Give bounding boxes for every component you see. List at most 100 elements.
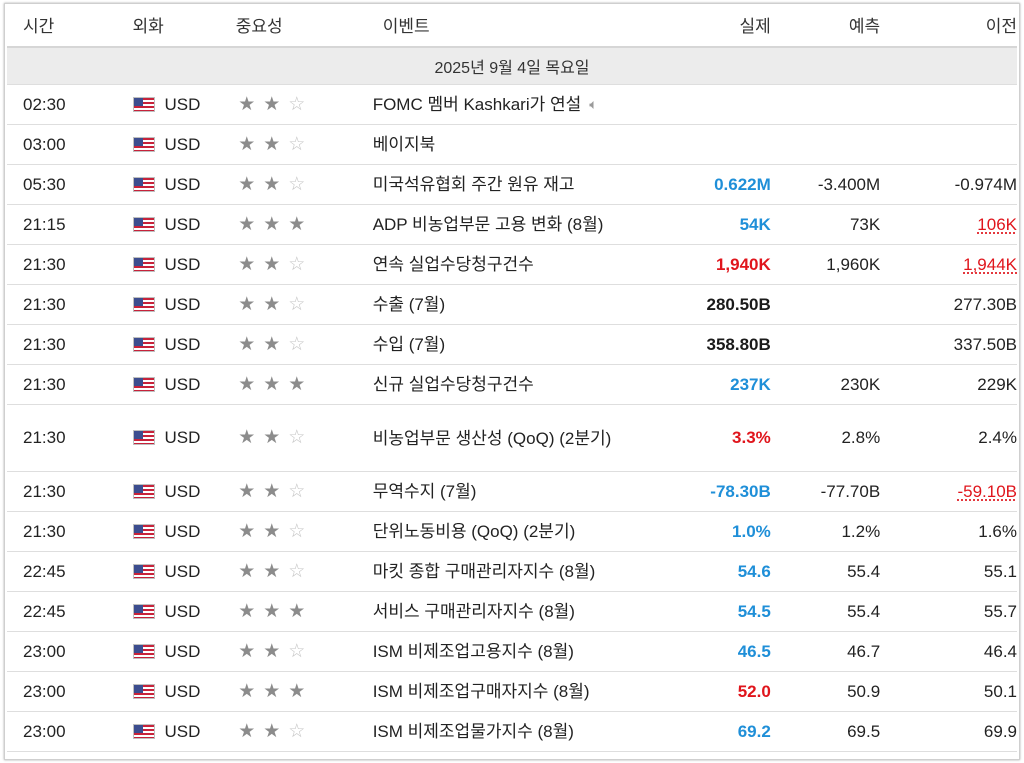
star-icon: ★ bbox=[238, 213, 256, 235]
event-row[interactable]: 23:00 USD ★ ★ ☆ ISM 비제조업물가지수 (8월) 69.2 69.5 69.9 bbox=[7, 711, 1017, 752]
star-icon: ★ bbox=[288, 600, 306, 622]
star-icon: ☆ bbox=[288, 293, 306, 315]
event-forecast: 50.9 bbox=[770, 671, 881, 712]
header-currency[interactable]: 외화 bbox=[118, 3, 224, 48]
event-forecast bbox=[770, 84, 881, 125]
event-name-link[interactable]: 미국석유협회 주간 원유 재고 bbox=[372, 175, 575, 194]
event-currency-cell: USD bbox=[118, 591, 224, 632]
event-name-link[interactable]: 무역수지 (7월) bbox=[372, 482, 477, 501]
event-previous: -0.974M bbox=[954, 174, 1017, 194]
event-name-cell: 마킷 종합 구매관리자지수 (8월) bbox=[364, 551, 660, 592]
event-previous-cell bbox=[880, 124, 1017, 165]
event-importance: ★ ★ ☆ bbox=[223, 711, 365, 752]
event-forecast: 55.4 bbox=[770, 591, 881, 632]
event-actual bbox=[659, 124, 771, 165]
event-name-link[interactable]: ISM 비제조업고용지수 (8월) bbox=[372, 642, 574, 661]
star-icon: ★ bbox=[263, 293, 281, 315]
star-icon: ★ bbox=[288, 373, 306, 395]
event-row[interactable]: 23:00 USD ★ ★ ☆ ISM 비제조업고용지수 (8월) 46.5 46.7 46.4 bbox=[7, 631, 1017, 672]
us-flag-icon bbox=[132, 336, 155, 352]
event-name-link[interactable]: 단위노동비용 (QoQ) (2분기) bbox=[372, 522, 576, 541]
event-name-link[interactable]: 수출 (7월) bbox=[372, 295, 446, 314]
event-row[interactable]: 21:30 USD ★ ★ ☆ 비농업부문 생산성 (QoQ) (2분기) 3.3% 2.8%… bbox=[7, 404, 1017, 472]
event-currency-cell: USD bbox=[118, 364, 224, 405]
event-row[interactable]: 21:30 USD ★ ★ ★ 신규 실업수당청구건수 237K 230K 229K bbox=[7, 364, 1017, 405]
event-previous-cell: 1.6% bbox=[880, 511, 1017, 552]
event-currency: USD bbox=[164, 481, 201, 501]
event-previous-cell: 229K bbox=[880, 364, 1017, 405]
us-flag-icon bbox=[132, 376, 155, 392]
event-forecast: 46.7 bbox=[770, 631, 881, 672]
event-previous-cell bbox=[880, 84, 1017, 125]
event-time: 21:15 bbox=[7, 204, 119, 245]
event-row[interactable]: 21:30 USD ★ ★ ☆ 연속 실업수당청구건수 1,940K 1,960K 1,944K bbox=[7, 244, 1017, 285]
event-actual: 69.2 bbox=[659, 711, 771, 752]
event-previous[interactable]: 1,944K bbox=[963, 254, 1017, 274]
event-time: 03:00 bbox=[7, 124, 119, 165]
event-name-link[interactable]: 연속 실업수당청구건수 bbox=[372, 255, 534, 274]
event-previous[interactable]: 106K bbox=[977, 214, 1017, 234]
event-row[interactable]: 02:30 USD ★ ★ ☆ FOMC 멤버 Kashkari가 연설 🔈︎ bbox=[7, 84, 1017, 125]
event-forecast: 73K bbox=[770, 204, 881, 245]
event-actual: 1,940K bbox=[659, 244, 771, 285]
star-icon: ☆ bbox=[288, 93, 306, 115]
event-row[interactable]: 23:00 USD ★ ★ ★ ISM 비제조업구매자지수 (8월) 52.0 50.9 50.… bbox=[7, 671, 1017, 712]
us-flag-icon bbox=[132, 723, 155, 739]
star-icon: ★ bbox=[238, 560, 256, 582]
header-forecast[interactable]: 예측 bbox=[770, 3, 881, 48]
star-icon: ☆ bbox=[288, 560, 306, 582]
star-icon: ☆ bbox=[288, 173, 306, 195]
header-event[interactable]: 이벤트 bbox=[364, 3, 660, 48]
event-importance: ★ ★ ☆ bbox=[223, 84, 365, 125]
event-name-link[interactable]: 수입 (7월) bbox=[372, 335, 446, 354]
event-row[interactable]: 21:30 USD ★ ★ ☆ 무역수지 (7월) -78.30B -77.70B -59.10… bbox=[7, 471, 1017, 512]
event-time: 21:30 bbox=[7, 364, 119, 405]
star-icon: ★ bbox=[238, 133, 256, 155]
event-name-link[interactable]: 비농업부문 생산성 (QoQ) (2분기) bbox=[372, 428, 612, 448]
event-currency-cell: USD bbox=[118, 244, 224, 285]
star-icon: ★ bbox=[238, 680, 256, 702]
star-icon: ★ bbox=[238, 253, 256, 275]
event-row[interactable]: 05:30 USD ★ ★ ☆ 미국석유협회 주간 원유 재고 0.622M -3.400M -… bbox=[7, 164, 1017, 205]
event-time: 23:00 bbox=[7, 711, 119, 752]
event-name-link[interactable]: 마킷 종합 구매관리자지수 (8월) bbox=[372, 562, 596, 581]
event-currency: USD bbox=[164, 601, 201, 621]
event-row[interactable]: 21:15 USD ★ ★ ★ ADP 비농업부문 고용 변화 (8월) 54K 73K 106… bbox=[7, 204, 1017, 245]
header-time[interactable]: 시간 bbox=[7, 3, 119, 48]
header-previous[interactable]: 이전 bbox=[880, 3, 1017, 48]
event-row[interactable]: 22:45 USD ★ ★ ★ 서비스 구매관리자지수 (8월) 54.5 55.4 55.7 bbox=[7, 591, 1017, 632]
event-previous: 229K bbox=[977, 374, 1017, 394]
event-name-link[interactable]: ISM 비제조업구매자지수 (8월) bbox=[372, 682, 590, 701]
event-name-cell: 무역수지 (7월) bbox=[364, 471, 660, 512]
event-name-link[interactable]: 서비스 구매관리자지수 (8월) bbox=[372, 602, 575, 621]
economic-calendar-table: 시간 외화 중요성 이벤트 실제 예측 이전 2025년 9월 4일 목요일 0… bbox=[7, 3, 1017, 752]
event-currency-cell: USD bbox=[118, 124, 224, 165]
event-currency: USD bbox=[164, 334, 201, 354]
event-name-link[interactable]: 신규 실업수당청구건수 bbox=[372, 375, 534, 394]
event-name-cell: 수출 (7월) bbox=[364, 284, 660, 325]
event-row[interactable]: 22:45 USD ★ ★ ☆ 마킷 종합 구매관리자지수 (8월) 54.6 55.4 55.… bbox=[7, 551, 1017, 592]
us-flag-icon bbox=[132, 256, 155, 272]
event-name-cell: 비농업부문 생산성 (QoQ) (2분기) bbox=[364, 404, 660, 472]
star-icon: ☆ bbox=[288, 427, 306, 448]
event-name-link[interactable]: 베이지북 bbox=[372, 135, 436, 154]
header-importance[interactable]: 중요성 bbox=[223, 3, 365, 48]
event-name-link[interactable]: FOMC 멤버 Kashkari가 연설 bbox=[372, 95, 582, 114]
event-importance: ★ ★ ☆ bbox=[223, 324, 365, 365]
header-actual[interactable]: 실제 bbox=[659, 3, 771, 48]
event-name-link[interactable]: ISM 비제조업물가지수 (8월) bbox=[372, 722, 574, 741]
event-name-cell: 연속 실업수당청구건수 bbox=[364, 244, 660, 285]
star-icon: ★ bbox=[263, 93, 281, 115]
event-name-cell: ISM 비제조업물가지수 (8월) bbox=[364, 711, 660, 752]
event-name-cell: 미국석유협회 주간 원유 재고 bbox=[364, 164, 660, 205]
event-row[interactable]: 21:30 USD ★ ★ ☆ 수출 (7월) 280.50B 277.30B bbox=[7, 284, 1017, 325]
event-forecast bbox=[770, 284, 881, 325]
event-name-link[interactable]: ADP 비농업부문 고용 변화 (8월) bbox=[372, 215, 604, 234]
event-row[interactable]: 03:00 USD ★ ★ ☆ 베이지북 bbox=[7, 124, 1017, 165]
event-name-cell: 서비스 구매관리자지수 (8월) bbox=[364, 591, 660, 632]
event-previous[interactable]: -59.10B bbox=[957, 481, 1017, 501]
event-actual: 0.622M bbox=[659, 164, 771, 205]
event-row[interactable]: 21:30 USD ★ ★ ☆ 단위노동비용 (QoQ) (2분기) 1.0% 1.2% 1.6… bbox=[7, 511, 1017, 552]
star-icon: ★ bbox=[238, 600, 256, 622]
event-row[interactable]: 21:30 USD ★ ★ ☆ 수입 (7월) 358.80B 337.50B bbox=[7, 324, 1017, 365]
